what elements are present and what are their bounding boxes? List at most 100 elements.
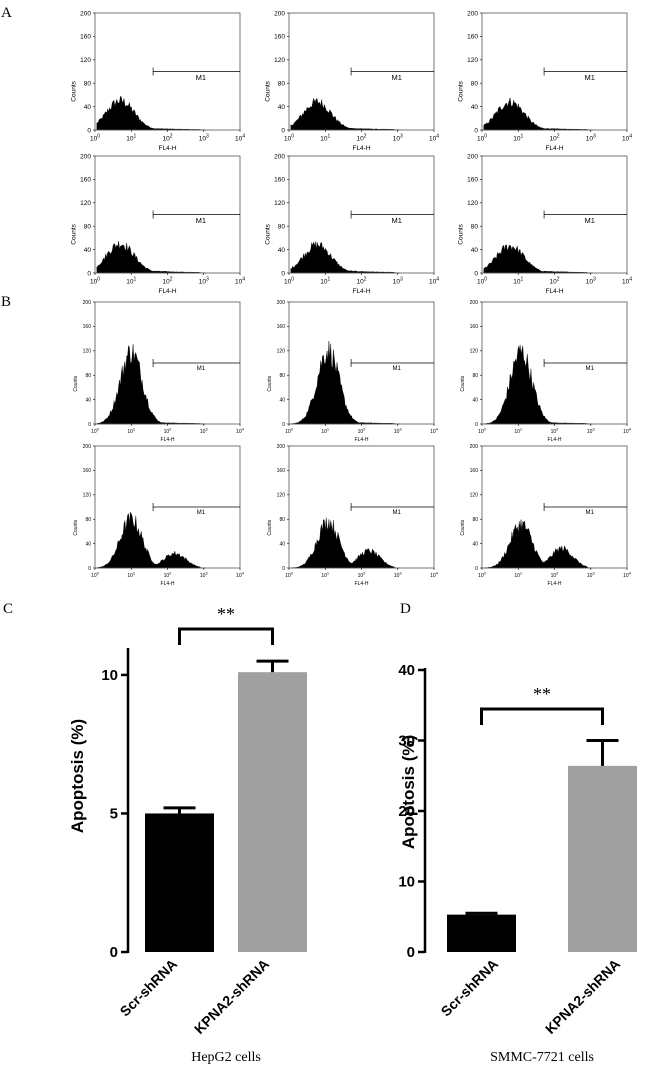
category-label: KPNA2-shRNA [191, 956, 272, 1037]
x-tick-label: 100 [477, 276, 487, 285]
significance-label: ** [533, 684, 551, 704]
y-tick-label: 40 [398, 662, 415, 679]
x-tick-label: 102 [551, 571, 560, 580]
x-tick-label: 100 [91, 427, 100, 436]
bar-chart-panel-d: 0 10 20 30 40 Apoptosis (%) Scr-shRNA KPNA2-shR… [398, 662, 637, 1065]
x-axis-label: FL4-H [548, 581, 562, 587]
y-tick-label: 0 [88, 422, 91, 428]
y-tick-label: 120 [277, 493, 286, 499]
y-tick-label: 200 [470, 444, 479, 450]
category-label: Scr-shRNA [117, 956, 181, 1020]
y-axis-label: Counts [267, 375, 273, 391]
y-tick-label: 0 [475, 422, 478, 428]
category-label: KPNA2-shRNA [542, 956, 623, 1037]
x-tick-label: 103 [200, 571, 209, 580]
y-axis-label: Counts [265, 80, 272, 101]
histogram-panel-b-1: 0 40 80 120 160 200 Counts 100 101 102 103 104 FL4-H… [73, 300, 245, 443]
y-tick-label: 40 [471, 104, 479, 111]
y-tick-label: 160 [470, 324, 479, 330]
y-tick-label: 200 [274, 153, 285, 160]
panel-label-c: C [3, 601, 13, 617]
y-tick-label: 80 [85, 517, 91, 523]
y-tick-label: 40 [85, 397, 91, 403]
y-tick-label: 120 [277, 349, 286, 355]
bar-1 [447, 914, 516, 952]
y-tick-label: 160 [80, 34, 91, 41]
y-axis-label: Counts [71, 223, 78, 244]
y-tick-label: 40 [279, 541, 285, 547]
x-tick-label: 102 [358, 571, 367, 580]
y-tick-label: 10 [101, 667, 118, 684]
y-tick-label: 40 [471, 247, 479, 254]
y-tick-label: 80 [279, 517, 285, 523]
histogram-fill [290, 97, 400, 131]
x-tick-label: 100 [478, 571, 487, 580]
x-tick-label: 104 [235, 133, 245, 142]
histogram-panel-b-6: 0 40 80 120 160 200 Counts 100 101 102 103 104 FL4-H… [460, 444, 632, 587]
y-tick-label: 30 [398, 733, 415, 750]
y-tick-label: 80 [278, 81, 286, 88]
chart-caption: HepG2 cells [191, 1050, 261, 1065]
x-tick-label: 104 [430, 427, 439, 436]
y-tick-label: 200 [80, 10, 91, 17]
x-tick-label: 101 [126, 276, 136, 285]
x-tick-label: 100 [285, 571, 294, 580]
gate-marker-label: M1 [391, 73, 401, 82]
x-tick-label: 104 [623, 571, 632, 580]
histogram-panel-a-3: 0 40 80 120 160 200 Counts 100 101 102 103 104 FL4-H… [458, 10, 633, 152]
y-tick-label: 200 [83, 300, 92, 306]
gate-marker-label: M1 [586, 366, 595, 372]
y-tick-label: 0 [282, 566, 285, 572]
y-axis-label: Counts [71, 80, 78, 101]
histogram-grid: 0 40 80 120 160 200 Counts 100 101 102 103 104 FL4-H… [71, 10, 633, 587]
y-tick-label: 0 [87, 270, 91, 277]
x-tick-label: 100 [477, 133, 487, 142]
histogram-fill [483, 244, 593, 274]
histogram-fill [483, 344, 593, 425]
y-tick-label: 40 [85, 541, 91, 547]
x-tick-label: 102 [549, 133, 559, 142]
x-tick-label: 101 [127, 571, 136, 580]
y-tick-label: 0 [474, 127, 478, 134]
x-tick-label: 104 [429, 133, 439, 142]
x-axis-label: FL4-H [158, 288, 176, 295]
category-label: Scr-shRNA [438, 956, 502, 1020]
y-axis-label: Counts [458, 80, 465, 101]
x-tick-label: 103 [587, 571, 596, 580]
x-tick-label: 102 [358, 427, 367, 436]
y-tick-label: 5 [110, 805, 118, 822]
x-tick-label: 103 [586, 133, 596, 142]
histogram-fill [483, 97, 593, 131]
bar-1 [145, 813, 214, 952]
bar-chart-panel-c: 0 5 10 Apoptosis (%) Scr-shRNA KPNA2-shRNA ** H… [68, 604, 307, 1065]
y-tick-label: 80 [278, 224, 286, 231]
bar-2 [238, 672, 307, 952]
x-tick-label: 101 [320, 276, 330, 285]
x-tick-label: 103 [394, 571, 403, 580]
histogram-panel-a-5: 0 40 80 120 160 200 Counts 100 101 102 103 104 FL4-H… [265, 153, 440, 295]
histogram-fill [96, 241, 206, 274]
y-tick-label: 10 [398, 874, 415, 891]
x-tick-label: 104 [235, 276, 245, 285]
histogram-panel-a-6: 0 40 80 120 160 200 Counts 100 101 102 103 104 FL4-H… [458, 153, 633, 295]
x-tick-label: 101 [126, 133, 136, 142]
chart-caption: SMMC-7721 cells [490, 1050, 594, 1065]
x-tick-label: 102 [356, 133, 366, 142]
y-tick-label: 40 [84, 247, 92, 254]
x-tick-label: 100 [285, 427, 294, 436]
y-tick-label: 0 [88, 566, 91, 572]
x-axis-label: FL4-H [548, 437, 562, 443]
y-axis-label: Apoptosis (%) [399, 735, 418, 849]
histogram-fill [290, 340, 400, 425]
y-tick-label: 160 [80, 177, 91, 184]
y-tick-label: 120 [83, 493, 92, 499]
histogram-panel-a-2: 0 40 80 120 160 200 Counts 100 101 102 103 104 FL4-H… [265, 10, 440, 152]
y-tick-label: 80 [85, 373, 91, 379]
histogram-fill [96, 511, 206, 569]
histogram-fill [96, 95, 206, 131]
y-tick-label: 160 [83, 324, 92, 330]
gate-marker-label: M1 [393, 510, 402, 516]
y-tick-label: 160 [467, 177, 478, 184]
